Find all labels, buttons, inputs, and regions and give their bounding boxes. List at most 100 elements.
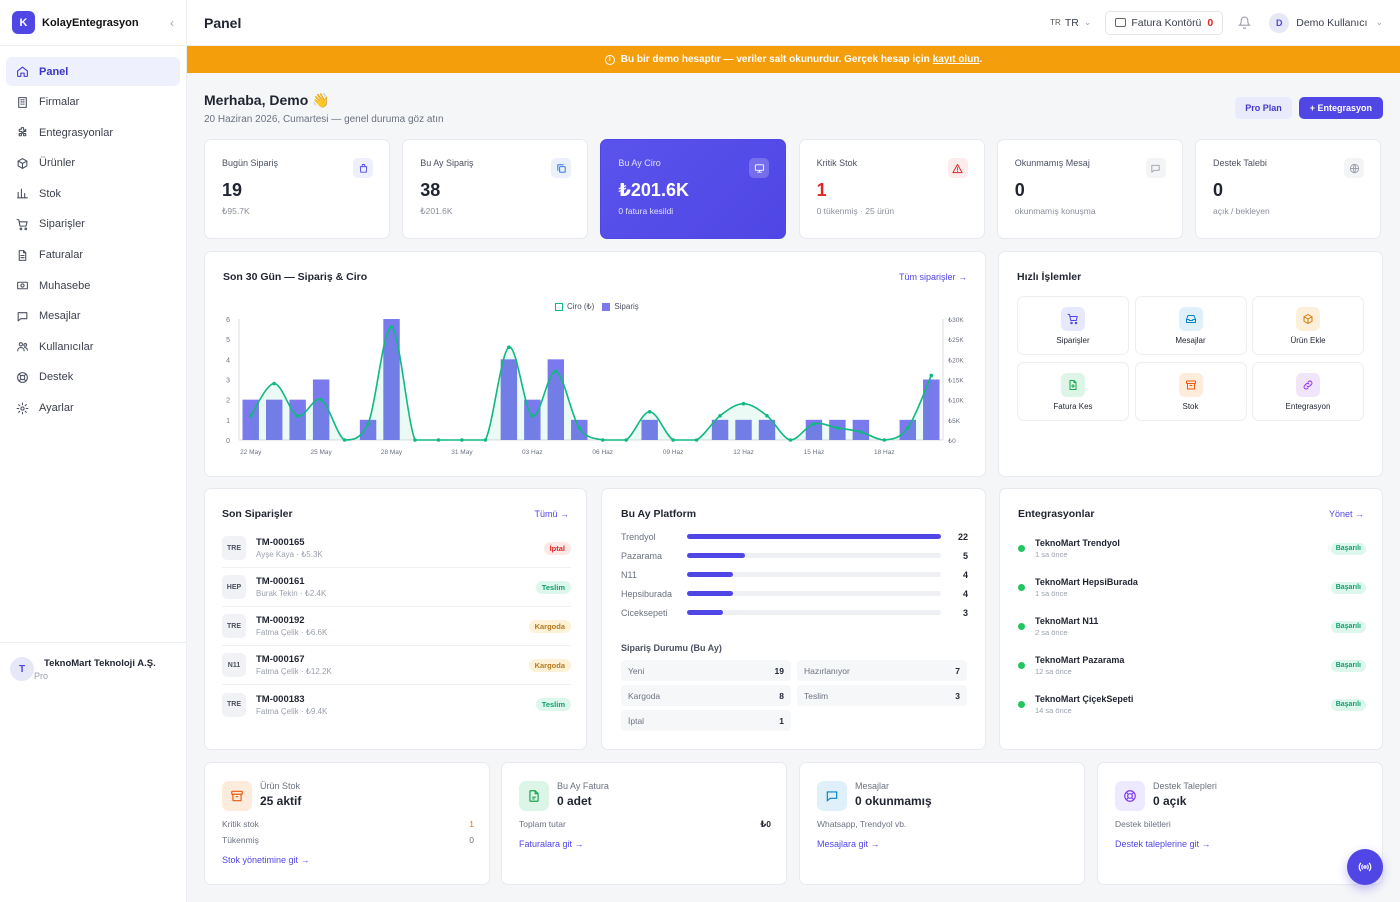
all-orders-link[interactable]: Tümü → <box>534 509 569 519</box>
chart-title: Son 30 Gün — Sipariş & Ciro <box>223 271 368 283</box>
quick-action-sipari-ler[interactable]: Siparişler <box>1017 296 1129 355</box>
bar-orders <box>312 379 330 440</box>
collapse-sidebar-icon[interactable]: ‹ <box>170 15 174 30</box>
stat-card-unread-messages[interactable]: Okunmamış Mesaj 0 okunmamış konuşma <box>996 139 1183 239</box>
integration-row[interactable]: TeknoMart Trendyol 1 sa önce Başarılı <box>1018 529 1366 568</box>
chevron-down-icon: ⌄ <box>1083 17 1092 27</box>
stat-value: 0 <box>1014 180 1025 200</box>
status-dot <box>1018 584 1025 591</box>
status-badge: Teslim <box>535 698 571 711</box>
sidebar-item-kullan-c-lar[interactable]: Kullanıcılar <box>6 332 180 361</box>
bar-orders <box>758 419 776 440</box>
brand-logo[interactable]: K <box>12 11 35 34</box>
point-revenue <box>741 401 746 406</box>
order-status-title: Sipariş Durumu (Bu Ay) <box>621 643 722 653</box>
y-tick-label-left: 0 <box>226 438 230 445</box>
sidebar-item-ayarlar[interactable]: Ayarlar <box>6 394 180 423</box>
point-revenue <box>577 426 582 430</box>
sidebar-item-stok[interactable]: Stok <box>6 179 180 208</box>
stat-card-month-revenue[interactable]: Bu Ay Ciro ₺201.6K 0 fatura kesildi <box>600 139 787 239</box>
integration-row[interactable]: TeknoMart ÇiçekSepeti 14 sa önce Başarılı <box>1018 685 1366 724</box>
sidebar-item-muhasebe[interactable]: Muhasebe <box>6 271 180 300</box>
live-support-button[interactable] <box>1347 849 1383 885</box>
sidebar-item-entegrasyonlar[interactable]: Entegrasyonlar <box>6 118 180 147</box>
monitor-icon <box>749 158 770 178</box>
integration-row[interactable]: TeknoMart N11 2 sa önce Başarılı <box>1018 607 1366 646</box>
x-tick-label: 15 Haz <box>804 449 825 456</box>
platform-count: 3 <box>962 607 968 618</box>
register-link[interactable]: kayıt olun <box>932 54 980 65</box>
point-revenue <box>835 426 840 430</box>
stat-sub: 0 tükenmiş · 25 ürün <box>816 206 895 216</box>
manage-integrations-link[interactable]: Yönet → <box>1328 509 1364 519</box>
language-selector[interactable]: TR TR ⌄ <box>1050 17 1091 29</box>
quick-action-fatura-kes[interactable]: Fatura Kes <box>1017 362 1129 421</box>
pro-plan-button[interactable]: Pro Plan <box>1235 97 1292 119</box>
bell-icon[interactable] <box>1237 16 1251 30</box>
table-row[interactable]: TRE TM-000165 Ayşe Kaya · ₺5.3K İptal <box>222 529 571 568</box>
stat-label: Bugün Sipariş <box>222 158 279 168</box>
greeting: Merhaba, Demo 👋 20 Haziran 2026, Cumarte… <box>204 92 444 125</box>
all-orders-link[interactable]: Tüm siparişler → <box>898 272 967 282</box>
sidebar-nav: Panel Firmalar Entegrasyonlar Ürünler Stok Si… <box>0 46 186 435</box>
sidebar-item-faturalar[interactable]: Faturalar <box>6 241 180 270</box>
order-id: TM-000167 <box>256 654 305 665</box>
platform-bar-fill <box>687 534 941 539</box>
sidebar-item-mesajlar[interactable]: Mesajlar <box>6 302 180 331</box>
point-revenue <box>624 438 628 442</box>
sidebar-item-label: Destek <box>39 371 74 384</box>
integration-name: TeknoMart Pazarama <box>1035 655 1125 665</box>
stat-card-critical-stock[interactable]: Kritik Stok 1 0 tükenmiş · 25 ürün <box>798 139 985 239</box>
table-row[interactable]: HEP TM-000161 Burak Tekin · ₺2.4K Teslim <box>222 568 571 607</box>
integration-row[interactable]: TeknoMart HepsiBurada 1 sa önce Başarılı <box>1018 568 1366 607</box>
quick-action-mesajlar[interactable]: Mesajlar <box>1134 296 1247 355</box>
quick-action-stok[interactable]: Stok <box>1134 362 1247 421</box>
quick-actions-card: Hızlı İşlemler Siparişler Mesajlar Ürün Ek… <box>998 251 1383 477</box>
legend-revenue-label: Ciro (₺) <box>567 302 595 311</box>
support-link[interactable]: Destek taleplerine git → <box>1115 839 1211 849</box>
status-badge: Kargoda <box>528 658 571 672</box>
sidebar-item-destek[interactable]: Destek <box>6 363 180 392</box>
quick-action-label: Fatura Kes <box>1053 401 1093 411</box>
sidebar-item-sipari-ler[interactable]: Siparişler <box>6 210 180 239</box>
user-menu[interactable]: D Demo Kullanıcı ⌄ <box>1269 12 1383 33</box>
stock-management-link[interactable]: Stok yönetimine git → <box>222 855 310 865</box>
x-tick-label: 31 May <box>451 449 473 456</box>
stat-label: Okunmamış Mesaj <box>1014 158 1090 168</box>
integration-name: TeknoMart Trendyol <box>1035 538 1120 548</box>
y-tick-label-left: 1 <box>226 418 230 425</box>
invoices-link[interactable]: Faturalara git → <box>519 839 584 849</box>
integrations-card: Entegrasyonlar Yönet → TeknoMart Trendyo… <box>999 488 1383 750</box>
stat-card-today-orders[interactable]: Bugün Sipariş 19 ₺95.7K <box>204 139 390 239</box>
platform-bar-track <box>687 591 941 596</box>
table-row[interactable]: TRE TM-000183 Fatma Çelik · ₺9.4K Teslim <box>222 685 571 724</box>
bar-orders <box>383 319 400 440</box>
invoice-credit-button[interactable]: Fatura Kontörü 0 <box>1105 10 1224 35</box>
lifebuoy-icon <box>1115 781 1145 811</box>
order-status-cell: Kargoda 8 <box>621 685 791 706</box>
platform-count: 4 <box>962 588 968 599</box>
point-revenue <box>554 369 558 374</box>
add-integration-button[interactable]: + Entegrasyon <box>1298 97 1383 119</box>
sidebar-item-panel[interactable]: Panel <box>6 57 180 86</box>
sidebar-item-firmalar[interactable]: Firmalar <box>6 88 180 117</box>
quick-action--r-n-ekle[interactable]: Ürün Ekle <box>1252 296 1364 355</box>
table-row[interactable]: N11 TM-000167 Fatma Çelik · ₺12.2K Kargoda <box>222 646 571 685</box>
invoice-total-value: ₺0 <box>760 819 771 829</box>
stat-card-month-orders[interactable]: Bu Ay Sipariş 38 ₺201.6K <box>402 139 589 239</box>
org-switcher[interactable]: T TeknoMart Teknoloji A.Ş. Pro <box>0 642 186 695</box>
status-dot <box>1018 701 1025 708</box>
table-row[interactable]: TRE TM-000192 Fatma Çelik · ₺6.6K Kargoda <box>222 607 571 646</box>
sidebar-item--r-nler[interactable]: Ürünler <box>6 149 180 178</box>
sidebar-item-label: Ürünler <box>39 157 76 170</box>
messages-label: Mesajlar <box>855 781 890 791</box>
messages-link[interactable]: Mesajlara git → <box>817 839 880 849</box>
support-label: Destek Talepleri <box>1153 781 1217 791</box>
order-status-label: Yeni <box>628 665 645 676</box>
quick-action-entegrasyon[interactable]: Entegrasyon <box>1252 362 1364 421</box>
bar-orders <box>711 419 729 440</box>
y-tick-label-left: 6 <box>226 317 230 324</box>
stat-card-support-tickets[interactable]: Destek Talebi 0 açık / bekleyen <box>1195 139 1381 239</box>
brand-name[interactable]: KolayEntegrasyon <box>42 16 139 29</box>
integration-row[interactable]: TeknoMart Pazarama 12 sa önce Başarılı <box>1018 646 1366 685</box>
